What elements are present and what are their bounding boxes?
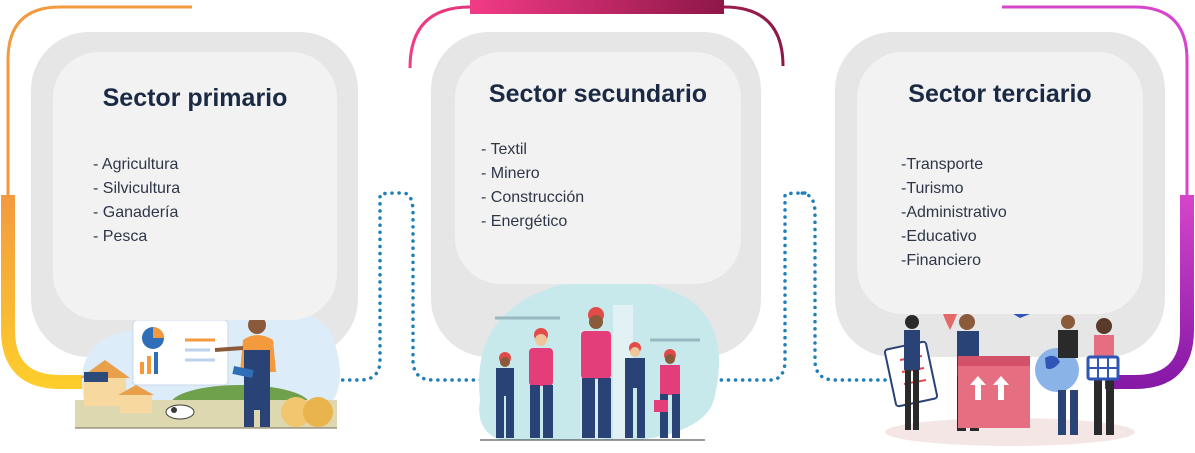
sector-item-list: -Transporte -Turismo -Administrativo -Ed… <box>901 153 1007 273</box>
list-item: - Construcción <box>481 189 585 206</box>
list-item: - Minero <box>481 165 540 182</box>
sector-title: Sector primario <box>102 84 288 112</box>
sector-item-list: - Agricultura - Silvicultura - Ganadería… <box>93 153 180 249</box>
list-item: - Energético <box>481 213 568 230</box>
sector-title: Sector terciario <box>908 80 1092 108</box>
list-item: -Educativo <box>901 228 977 245</box>
dotted-connector <box>298 191 902 382</box>
list-item: - Textil <box>481 141 527 158</box>
list-item: -Turismo <box>901 180 964 197</box>
list-item: -Administrativo <box>901 204 1007 221</box>
list-item: -Transporte <box>901 156 984 173</box>
list-item: - Silvicultura <box>93 180 181 197</box>
sector-title: Sector secundario <box>488 80 708 108</box>
workers-illustration <box>479 280 720 441</box>
list-item: - Pesca <box>93 228 148 245</box>
sector-card-secundario: Sector secundario - Textil - Minero - Co… <box>455 52 741 284</box>
list-item: - Ganadería <box>93 204 179 221</box>
list-item: -Financiero <box>901 252 982 269</box>
farm-illustration <box>75 304 340 429</box>
sector-card-primario: Sector primario - Agricultura - Silvicul… <box>53 52 337 320</box>
list-item: - Agricultura <box>93 156 179 173</box>
sector-card-terciario: Sector terciario -Transporte -Turismo -A… <box>857 52 1143 314</box>
sector-item-list: - Textil - Minero - Construcción - Energ… <box>481 138 584 234</box>
